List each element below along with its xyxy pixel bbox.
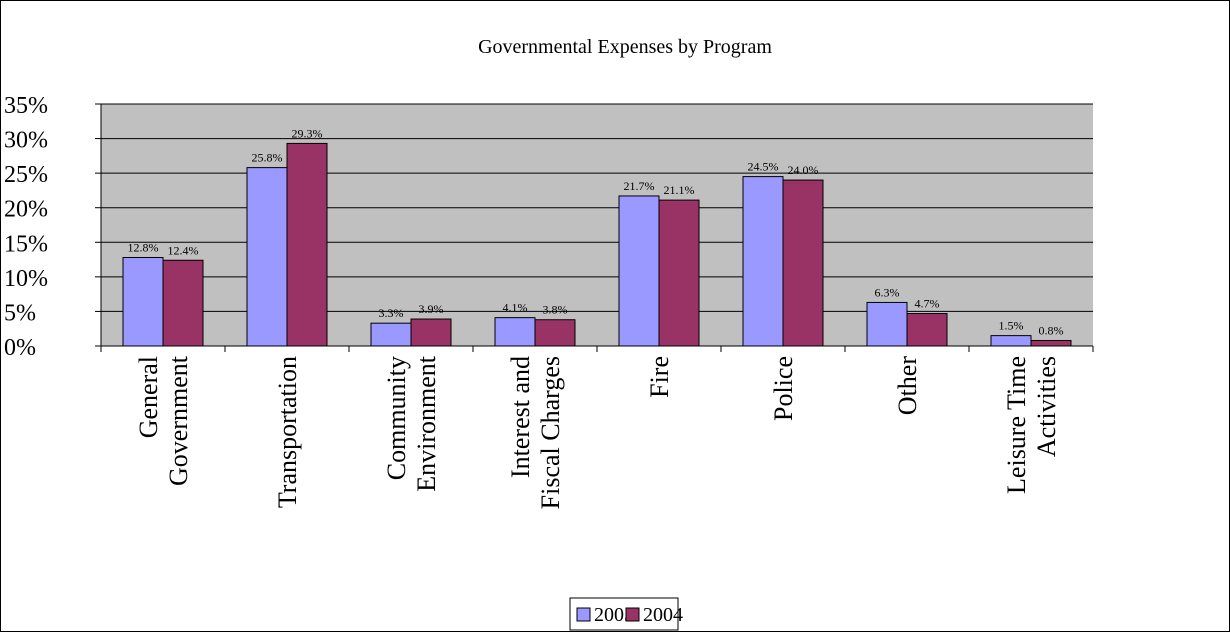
data-label-2004-2: 3.9% [419, 302, 444, 316]
data-label-2005-5: 24.5% [748, 160, 779, 174]
bar-2004-6 [906, 313, 948, 347]
legend-swatch-2005 [576, 607, 591, 622]
data-label-2004-6: 4.7% [915, 297, 940, 311]
data-label-2005-6: 6.3% [875, 285, 900, 299]
data-label-2004-4: 21.1% [664, 183, 695, 197]
bar-2005-7 [990, 335, 1032, 347]
y-tick-label: 0% [4, 335, 36, 361]
data-label-2005-3: 4.1% [503, 301, 528, 315]
category-label: Other [893, 356, 922, 416]
category-label: Transportation [273, 356, 302, 508]
category-label: Fire [645, 356, 674, 398]
y-tick-label: 25% [4, 162, 48, 188]
data-label-2004-0: 12.4% [168, 243, 199, 257]
chart-title: Governmental Expenses by Program [478, 36, 772, 58]
bar-2005-0 [122, 256, 164, 347]
bar-2005-6 [866, 301, 908, 347]
legend-label-2004: 2004 [643, 604, 683, 626]
bar-2004-2 [410, 318, 452, 347]
y-tick-label: 20% [4, 197, 48, 223]
category-label: Activities [1032, 356, 1061, 457]
y-tick-label: 5% [4, 300, 36, 326]
category-label: Environment [412, 355, 441, 492]
category-label: Government [164, 355, 193, 486]
data-label-2004-3: 3.8% [543, 303, 568, 317]
legend: 2005 2004 [569, 597, 683, 631]
data-label-2004-1: 29.3% [292, 126, 323, 140]
category-label: Fiscal Charges [536, 356, 565, 509]
bar-2005-1 [246, 167, 288, 347]
category-label: Interest and [506, 356, 535, 478]
category-label: Police [769, 356, 798, 421]
bar-2005-2 [370, 322, 412, 347]
bar-2005-3 [494, 317, 536, 347]
bar-2005-4 [618, 195, 660, 347]
data-label-2005-2: 3.3% [379, 306, 404, 320]
bar-2005-5 [742, 176, 784, 347]
plot-area: 0% 5% 10% 15% 20% 25% 30% 35% 12.8% 25.8% 3.3% 4.1%… [4, 93, 1094, 509]
category-label: General [134, 356, 163, 438]
data-label-2004-7: 0.8% [1039, 323, 1064, 337]
bar-2004-7 [1030, 339, 1072, 347]
bar-2004-0 [162, 259, 204, 347]
bar-2004-1 [286, 142, 328, 347]
legend-label-2005: 2005 [594, 604, 634, 626]
y-tick-label: 30% [4, 128, 48, 154]
y-tick-label: 35% [4, 93, 48, 119]
data-label-2005-7: 1.5% [999, 319, 1024, 333]
category-label: Community [382, 356, 411, 480]
y-tick-label: 15% [4, 231, 48, 257]
data-label-2005-4: 21.7% [624, 179, 655, 193]
bar-2004-3 [534, 319, 576, 347]
y-tick-label: 10% [4, 266, 48, 292]
data-label-2004-5: 24.0% [788, 163, 819, 177]
bar-2004-4 [658, 199, 700, 347]
data-label-2005-1: 25.8% [252, 151, 283, 165]
legend-swatch-2004 [625, 607, 640, 622]
category-label: Leisure Time [1002, 356, 1031, 494]
data-label-2005-0: 12.8% [128, 240, 159, 254]
bar-2004-5 [782, 179, 824, 347]
